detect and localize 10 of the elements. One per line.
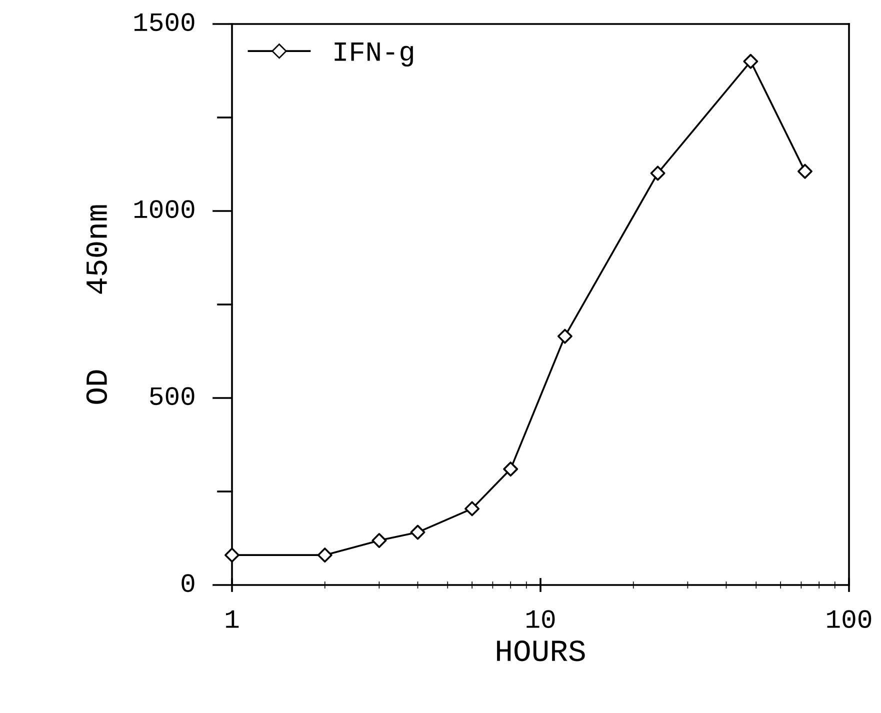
x-axis-title: HOURS — [497, 640, 585, 662]
y-tick-label: 0 — [182, 574, 194, 592]
x-tick-label: 100 — [827, 610, 872, 628]
y-axis-title: OD 450nm — [86, 205, 108, 404]
x-tick-label: 1 — [226, 610, 239, 628]
y-tick-label: 500 — [150, 387, 194, 406]
y-tick-label: 1500 — [134, 13, 194, 32]
legend-label: IFN-g — [334, 42, 413, 67]
y-tick-label: 1000 — [134, 200, 194, 218]
x-tick-label: 10 — [526, 610, 555, 628]
